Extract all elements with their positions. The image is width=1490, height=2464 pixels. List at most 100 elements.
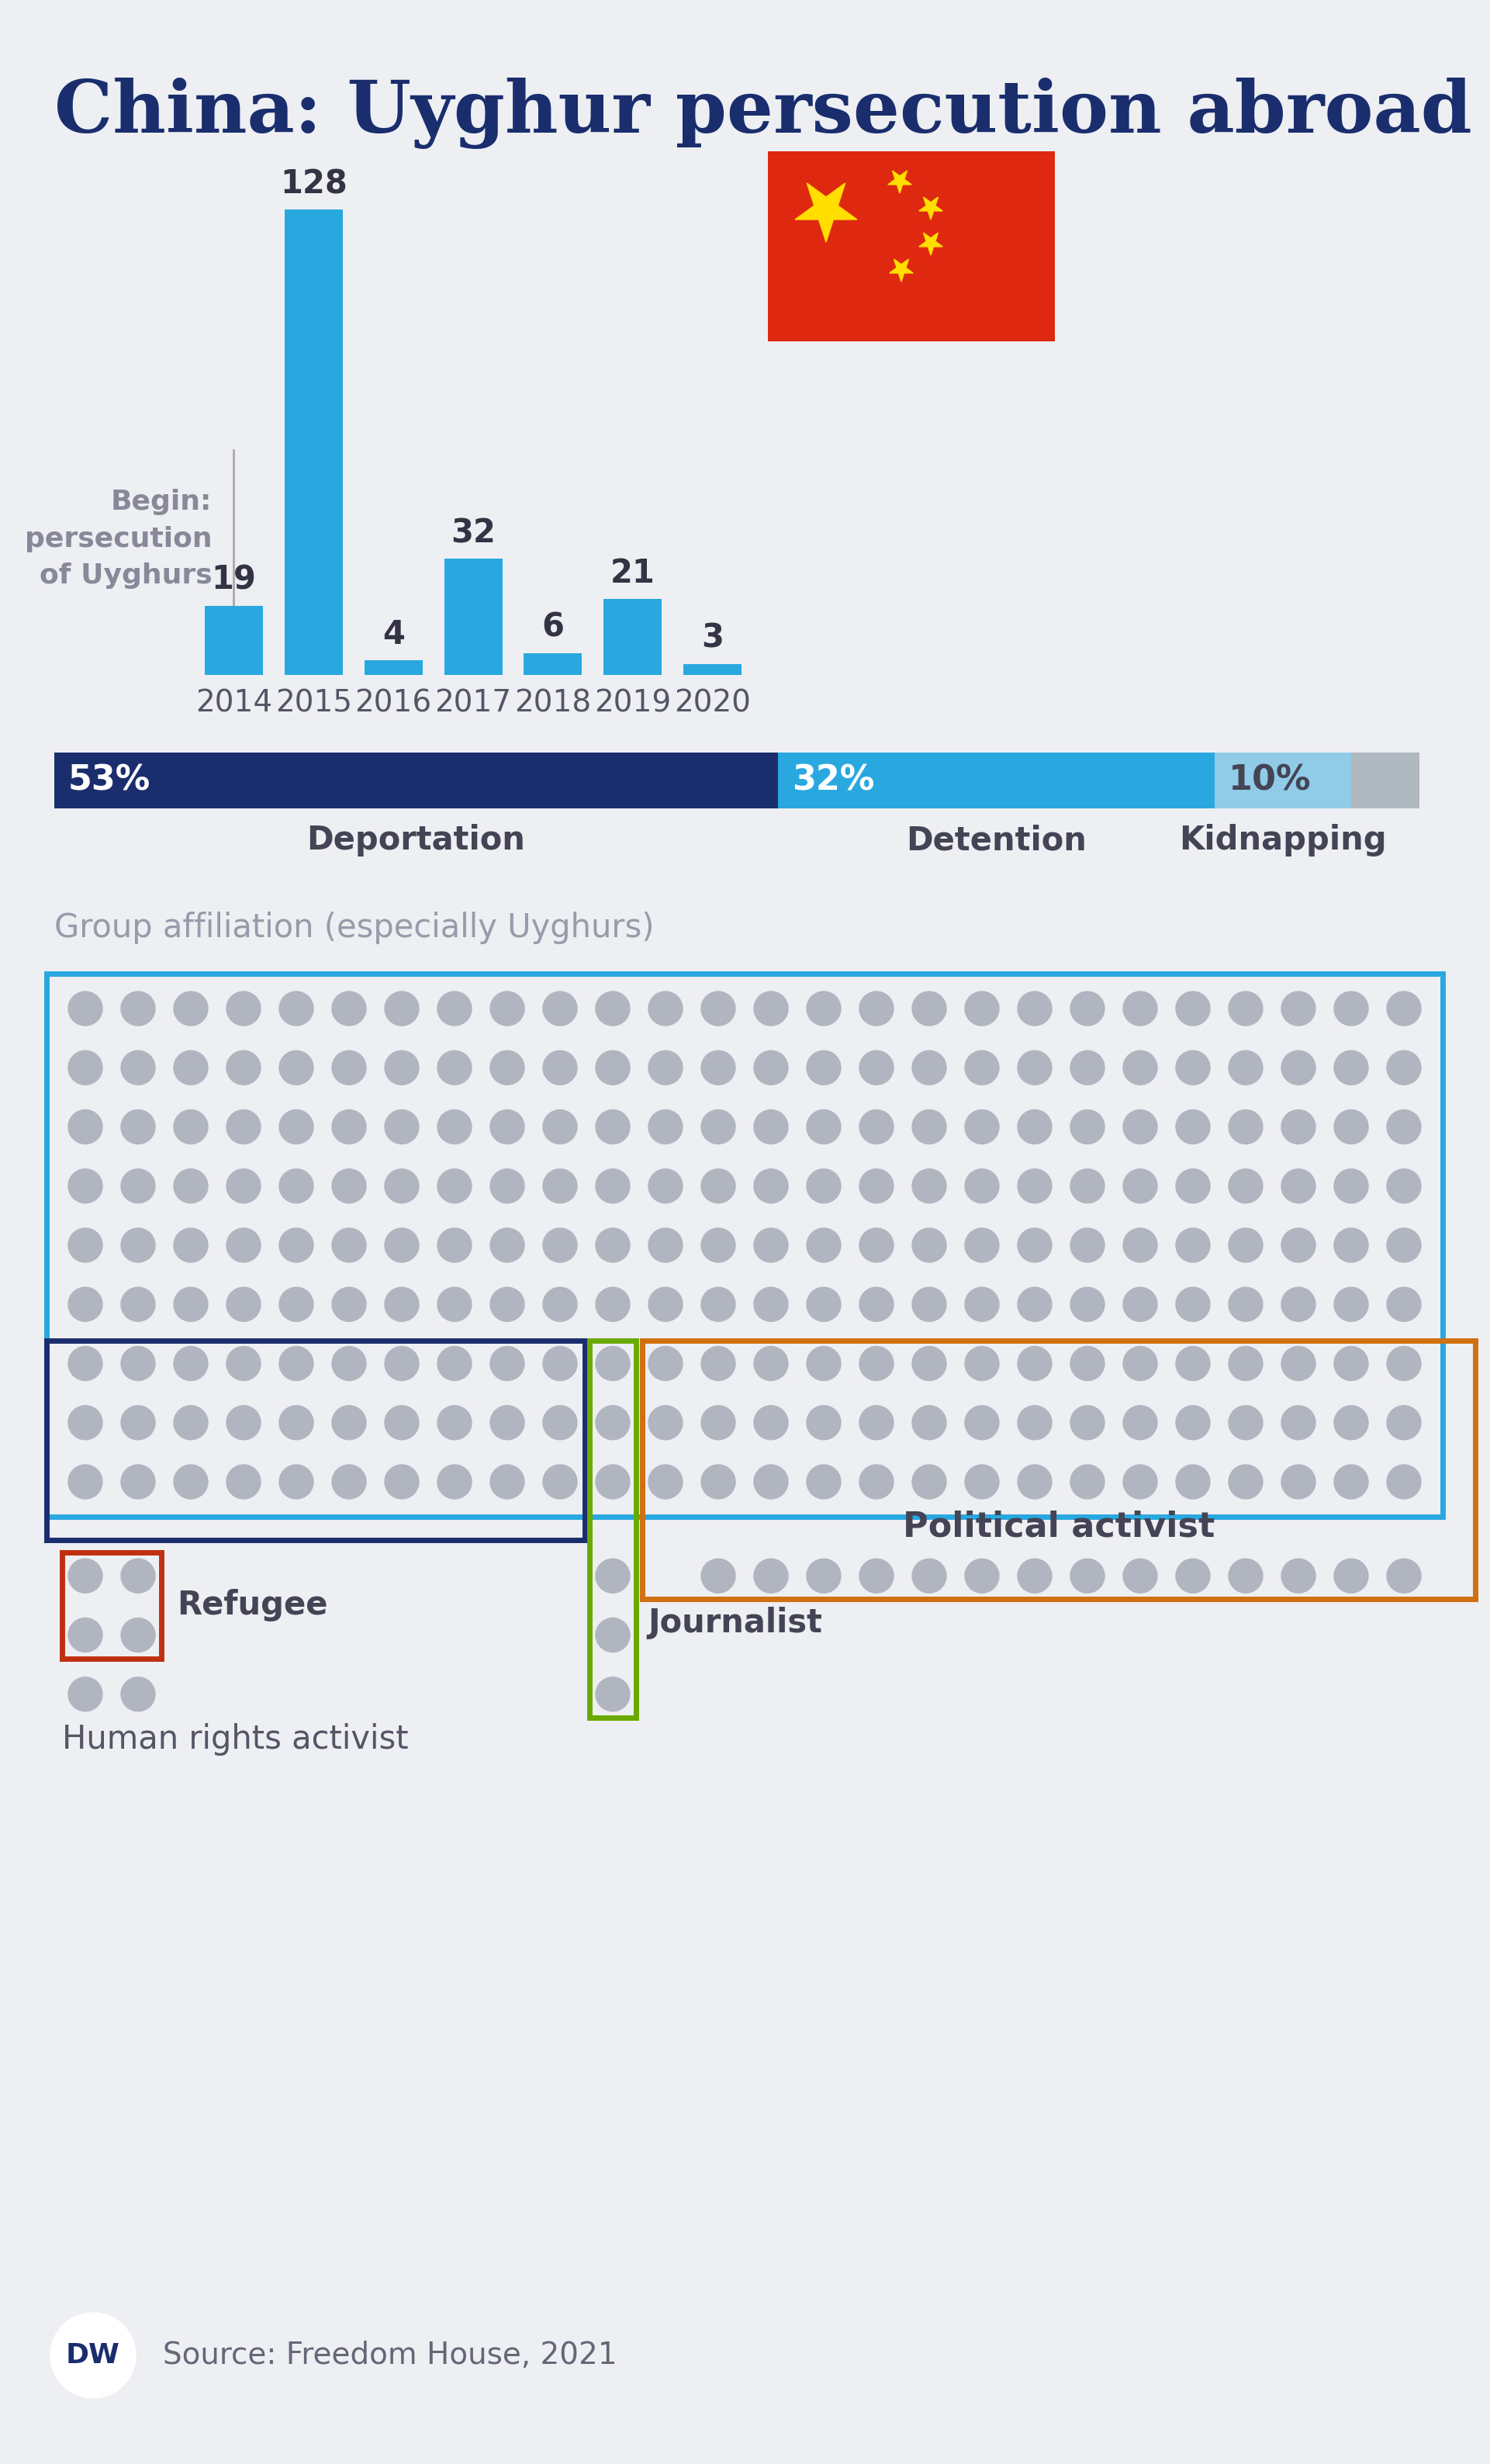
Circle shape (1229, 1050, 1262, 1084)
Circle shape (542, 991, 577, 1025)
Circle shape (1281, 1404, 1316, 1439)
Circle shape (1229, 1464, 1262, 1498)
Circle shape (754, 1560, 788, 1592)
Circle shape (596, 1619, 630, 1651)
Circle shape (648, 991, 682, 1025)
Circle shape (438, 1345, 472, 1380)
Circle shape (69, 1678, 103, 1712)
Circle shape (912, 1404, 946, 1439)
Circle shape (1387, 1464, 1421, 1498)
Circle shape (226, 1227, 261, 1262)
Circle shape (648, 1345, 682, 1380)
Circle shape (490, 1227, 524, 1262)
Bar (444, 559, 502, 675)
Circle shape (438, 1464, 472, 1498)
Circle shape (490, 1050, 524, 1084)
Circle shape (912, 1286, 946, 1321)
Circle shape (860, 1404, 894, 1439)
Circle shape (1334, 1227, 1368, 1262)
Polygon shape (888, 170, 912, 192)
Circle shape (121, 991, 155, 1025)
Circle shape (121, 1345, 155, 1380)
Circle shape (1334, 1404, 1368, 1439)
Circle shape (1387, 1345, 1421, 1380)
Bar (767, 150, 1055, 342)
Circle shape (754, 1227, 788, 1262)
Circle shape (1070, 1050, 1104, 1084)
Circle shape (438, 1404, 472, 1439)
Bar (46, 973, 1442, 1518)
Polygon shape (919, 197, 943, 219)
Circle shape (1229, 1404, 1262, 1439)
Bar (46, 1340, 586, 1540)
Circle shape (596, 1464, 630, 1498)
Text: 3: 3 (702, 621, 724, 655)
Circle shape (1070, 1464, 1104, 1498)
Text: 32%: 32% (791, 764, 875, 798)
Circle shape (174, 1286, 209, 1321)
Circle shape (702, 1404, 735, 1439)
Circle shape (279, 991, 313, 1025)
Circle shape (1123, 1050, 1158, 1084)
Circle shape (806, 1286, 840, 1321)
Circle shape (702, 1464, 735, 1498)
Circle shape (384, 1345, 419, 1380)
Circle shape (1123, 1560, 1158, 1592)
Circle shape (1334, 1464, 1368, 1498)
Circle shape (1070, 1168, 1104, 1202)
Circle shape (542, 1404, 577, 1439)
Circle shape (226, 1345, 261, 1380)
Circle shape (1123, 1227, 1158, 1262)
Circle shape (1123, 1404, 1158, 1439)
Circle shape (860, 1345, 894, 1380)
Bar (524, 653, 583, 675)
Circle shape (1070, 1227, 1104, 1262)
Circle shape (121, 1050, 155, 1084)
Text: Deportation: Deportation (307, 823, 526, 857)
Circle shape (1281, 1345, 1316, 1380)
Circle shape (912, 1227, 946, 1262)
Circle shape (1176, 991, 1210, 1025)
Circle shape (860, 1227, 894, 1262)
Circle shape (332, 1109, 367, 1143)
Circle shape (174, 1109, 209, 1143)
Circle shape (279, 1404, 313, 1439)
Circle shape (1070, 991, 1104, 1025)
Circle shape (51, 2314, 136, 2397)
Circle shape (121, 1678, 155, 1712)
Circle shape (1070, 1560, 1104, 1592)
Circle shape (384, 1464, 419, 1498)
Text: 2019: 2019 (595, 690, 670, 719)
Circle shape (542, 1168, 577, 1202)
Circle shape (332, 1464, 367, 1498)
Circle shape (912, 1109, 946, 1143)
Bar (778, 752, 1214, 808)
Text: Kidnapping: Kidnapping (1179, 823, 1387, 857)
Circle shape (1334, 991, 1368, 1025)
Circle shape (69, 1109, 103, 1143)
Circle shape (1281, 1109, 1316, 1143)
Circle shape (806, 1168, 840, 1202)
Text: Journalist: Journalist (648, 1607, 822, 1639)
Circle shape (966, 1168, 998, 1202)
Circle shape (279, 1227, 313, 1262)
Circle shape (806, 1109, 840, 1143)
Circle shape (754, 1050, 788, 1084)
Circle shape (596, 1345, 630, 1380)
Text: 32: 32 (450, 517, 496, 549)
Text: DW: DW (66, 2343, 121, 2368)
Circle shape (1334, 1560, 1368, 1592)
Circle shape (1334, 1168, 1368, 1202)
Circle shape (648, 1464, 682, 1498)
Bar (54, 752, 778, 808)
Circle shape (1176, 1464, 1210, 1498)
Circle shape (279, 1345, 313, 1380)
Circle shape (226, 991, 261, 1025)
Circle shape (279, 1109, 313, 1143)
Circle shape (1334, 1286, 1368, 1321)
Circle shape (1070, 1345, 1104, 1380)
Circle shape (384, 1109, 419, 1143)
Circle shape (121, 1109, 155, 1143)
Circle shape (648, 1109, 682, 1143)
Polygon shape (890, 259, 913, 281)
